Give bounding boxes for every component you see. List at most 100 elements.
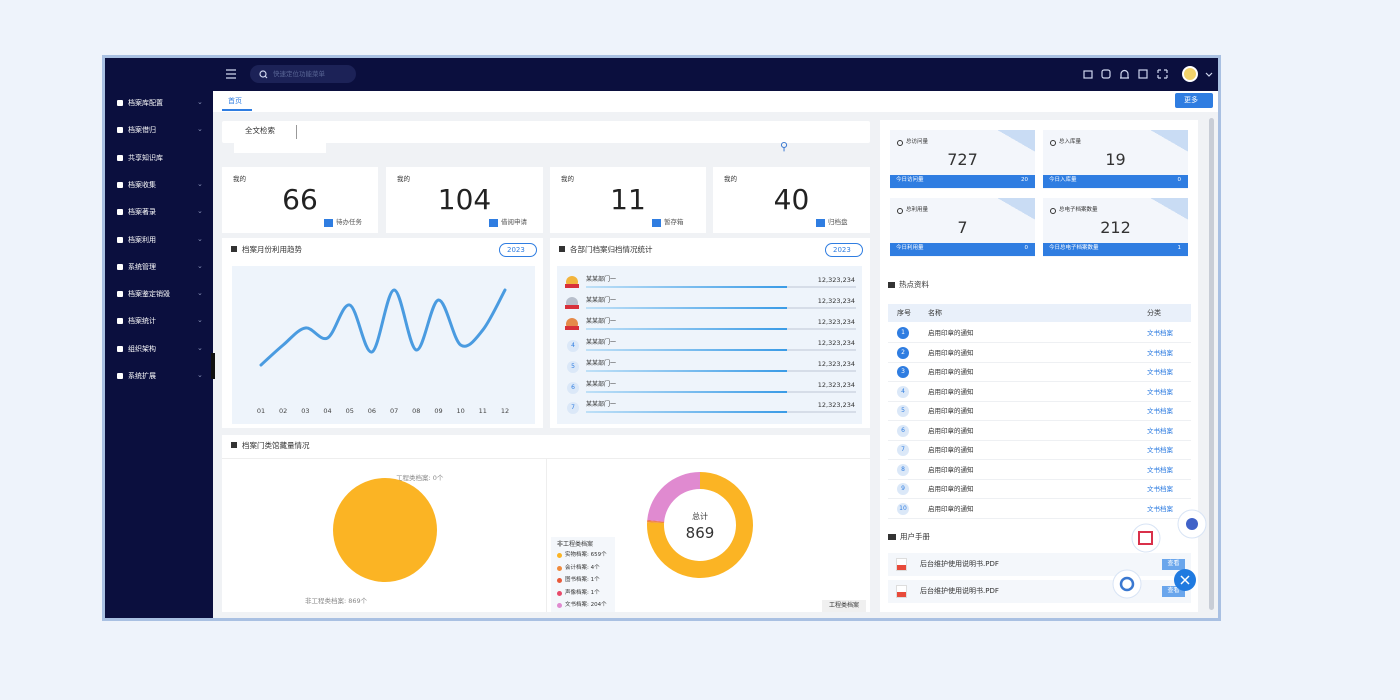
menu-chevron: ⌄ — [197, 316, 203, 325]
menu-item[interactable]: 档案鉴定销毁 — [128, 290, 170, 299]
row-rank: 4 — [897, 385, 909, 398]
menu-item[interactable]: 档案统计 — [128, 317, 156, 326]
x-tick-label: 08 — [412, 407, 421, 415]
row-divider — [888, 439, 1191, 441]
row-divider — [888, 342, 1191, 343]
year-select[interactable]: 2023 — [825, 243, 863, 257]
panel-title: 档案门类馆藏量情况 — [242, 441, 310, 450]
pie-slice — [333, 478, 437, 582]
today-value: 20 — [1021, 177, 1028, 183]
panel-icon — [559, 246, 565, 252]
menu-item[interactable]: 档案利用 — [128, 235, 156, 244]
today-value: 1 — [1177, 245, 1182, 251]
x-tick-label: 05 — [345, 407, 354, 415]
menu-icon — [117, 100, 123, 106]
row-rank: 6 — [897, 424, 909, 437]
type-button[interactable]: 工程类档案 — [822, 600, 866, 612]
donut-title: 总计 — [692, 512, 708, 521]
stat-card — [222, 167, 378, 233]
stat-icon — [324, 219, 333, 227]
tab-bar — [213, 91, 1218, 112]
search-box — [222, 121, 870, 143]
dept-value: 12,323,234 — [817, 338, 855, 347]
row-rank: 1 — [897, 327, 909, 339]
menu-item[interactable]: 档案收集 — [128, 180, 156, 189]
dept-name: 某某部门一 — [586, 296, 617, 304]
row-name[interactable]: 启用印章的通知 — [928, 387, 974, 396]
card-value: 727 — [947, 150, 978, 169]
menu-item[interactable]: 系统管理 — [128, 262, 156, 271]
row-name[interactable]: 启用印章的通知 — [928, 368, 974, 376]
row-name[interactable]: 启用印章的通知 — [928, 504, 974, 513]
stat-prefix: 我的 — [397, 175, 410, 183]
row-divider — [888, 498, 1191, 499]
donut-slice — [647, 520, 665, 523]
card-label: 总利用量 — [906, 207, 929, 213]
legend-item: 会计档案: 4个 — [565, 564, 600, 571]
card-icon — [1050, 208, 1056, 214]
bar-fill — [586, 411, 787, 414]
row-rank: 3 — [897, 366, 909, 378]
row-rank: 10 — [897, 502, 909, 515]
column-header: 序号 — [897, 309, 911, 317]
section-title: 用户手册 — [900, 532, 930, 541]
menu-item[interactable]: 共享知识库 — [128, 153, 163, 162]
row-name[interactable]: 启用印章的通知 — [928, 465, 974, 474]
bar-fill — [586, 327, 787, 330]
card-icon — [897, 208, 903, 214]
bar-fill — [586, 390, 787, 393]
sidebar-handle — [211, 353, 215, 379]
row-name[interactable]: 启用印章的通知 — [928, 426, 974, 435]
more-button[interactable]: 更多 — [1175, 93, 1213, 108]
row-name[interactable]: 启用印章的通知 — [928, 485, 974, 493]
card-corner — [1151, 130, 1188, 152]
row-category: 文书档案 — [1147, 446, 1173, 454]
today-label: 今日入库量 — [1049, 177, 1077, 183]
sidebar — [105, 91, 213, 618]
legend-box — [551, 537, 615, 612]
donut-slice — [647, 472, 753, 578]
pie-label: 工程类档案: 0个 — [396, 474, 444, 482]
section-icon — [888, 282, 895, 288]
search-pill[interactable]: 快速定位功能菜单 — [250, 65, 356, 83]
stat-value: 104 — [437, 183, 492, 216]
table-header — [888, 304, 1191, 322]
stat-label: 待办任务 — [336, 218, 362, 226]
view-button[interactable]: 查看 — [1162, 559, 1185, 570]
rank-badge: 4 — [567, 339, 579, 352]
row-name[interactable]: 启用印章的通知 — [928, 329, 974, 337]
stat-label: 暂存箱 — [664, 218, 684, 226]
card-label: 总访问量 — [906, 139, 929, 145]
card-value: 212 — [1100, 218, 1131, 237]
year-select[interactable]: 2023 — [499, 243, 537, 257]
stat-card — [386, 167, 543, 233]
row-name[interactable]: 启用印章的通知 — [928, 348, 974, 357]
menu-item[interactable]: 系统扩展 — [128, 372, 156, 380]
menu-item[interactable]: 档案库配置 — [128, 99, 163, 107]
dept-value: 12,323,234 — [817, 359, 855, 368]
menu-item[interactable]: 组织架构 — [128, 344, 156, 353]
bar-fill — [586, 369, 787, 372]
stat-prefix: 我的 — [724, 175, 737, 183]
menu-chevron: ⌄ — [197, 289, 203, 298]
menu-item[interactable]: 档案著录 — [128, 208, 156, 217]
row-name[interactable]: 启用印章的通知 — [928, 446, 974, 454]
menu-item[interactable]: 档案借归 — [128, 126, 156, 135]
x-tick-label: 07 — [389, 407, 399, 415]
row-name[interactable]: 启用印章的通知 — [928, 407, 974, 415]
stat-icon — [816, 219, 825, 227]
x-tick-label: 04 — [323, 407, 332, 415]
panel-title: 各部门档案归档情况统计 — [570, 245, 653, 254]
row-category: 文书档案 — [1147, 329, 1173, 337]
legend-swatch — [557, 578, 562, 583]
stat-value: 11 — [610, 183, 646, 216]
today-label: 今日利用量 — [896, 245, 924, 251]
stat-card — [550, 167, 706, 233]
section-title: 热点资料 — [899, 280, 929, 289]
x-tick-label: 12 — [500, 407, 510, 415]
donut-slice — [647, 472, 700, 522]
menu-chevron: ⌄ — [197, 343, 203, 352]
row-divider — [888, 381, 1191, 382]
view-button[interactable]: 查看 — [1162, 586, 1185, 597]
tab[interactable]: 首页 — [222, 94, 252, 111]
